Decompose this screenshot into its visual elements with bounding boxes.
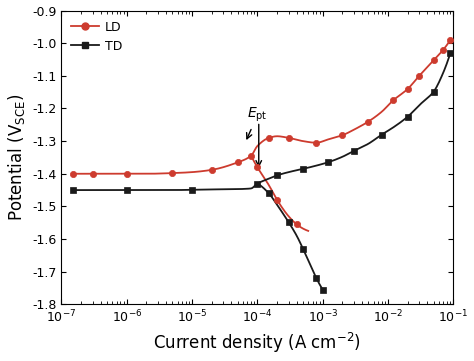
Y-axis label: Potential (V$_\mathrm{SCE}$): Potential (V$_\mathrm{SCE}$) [6,94,27,221]
Text: $E_\mathrm{pt}$: $E_\mathrm{pt}$ [246,106,268,139]
X-axis label: Current density (A cm$^{-2}$): Current density (A cm$^{-2}$) [154,331,361,356]
Legend: LD, TD: LD, TD [68,17,126,57]
